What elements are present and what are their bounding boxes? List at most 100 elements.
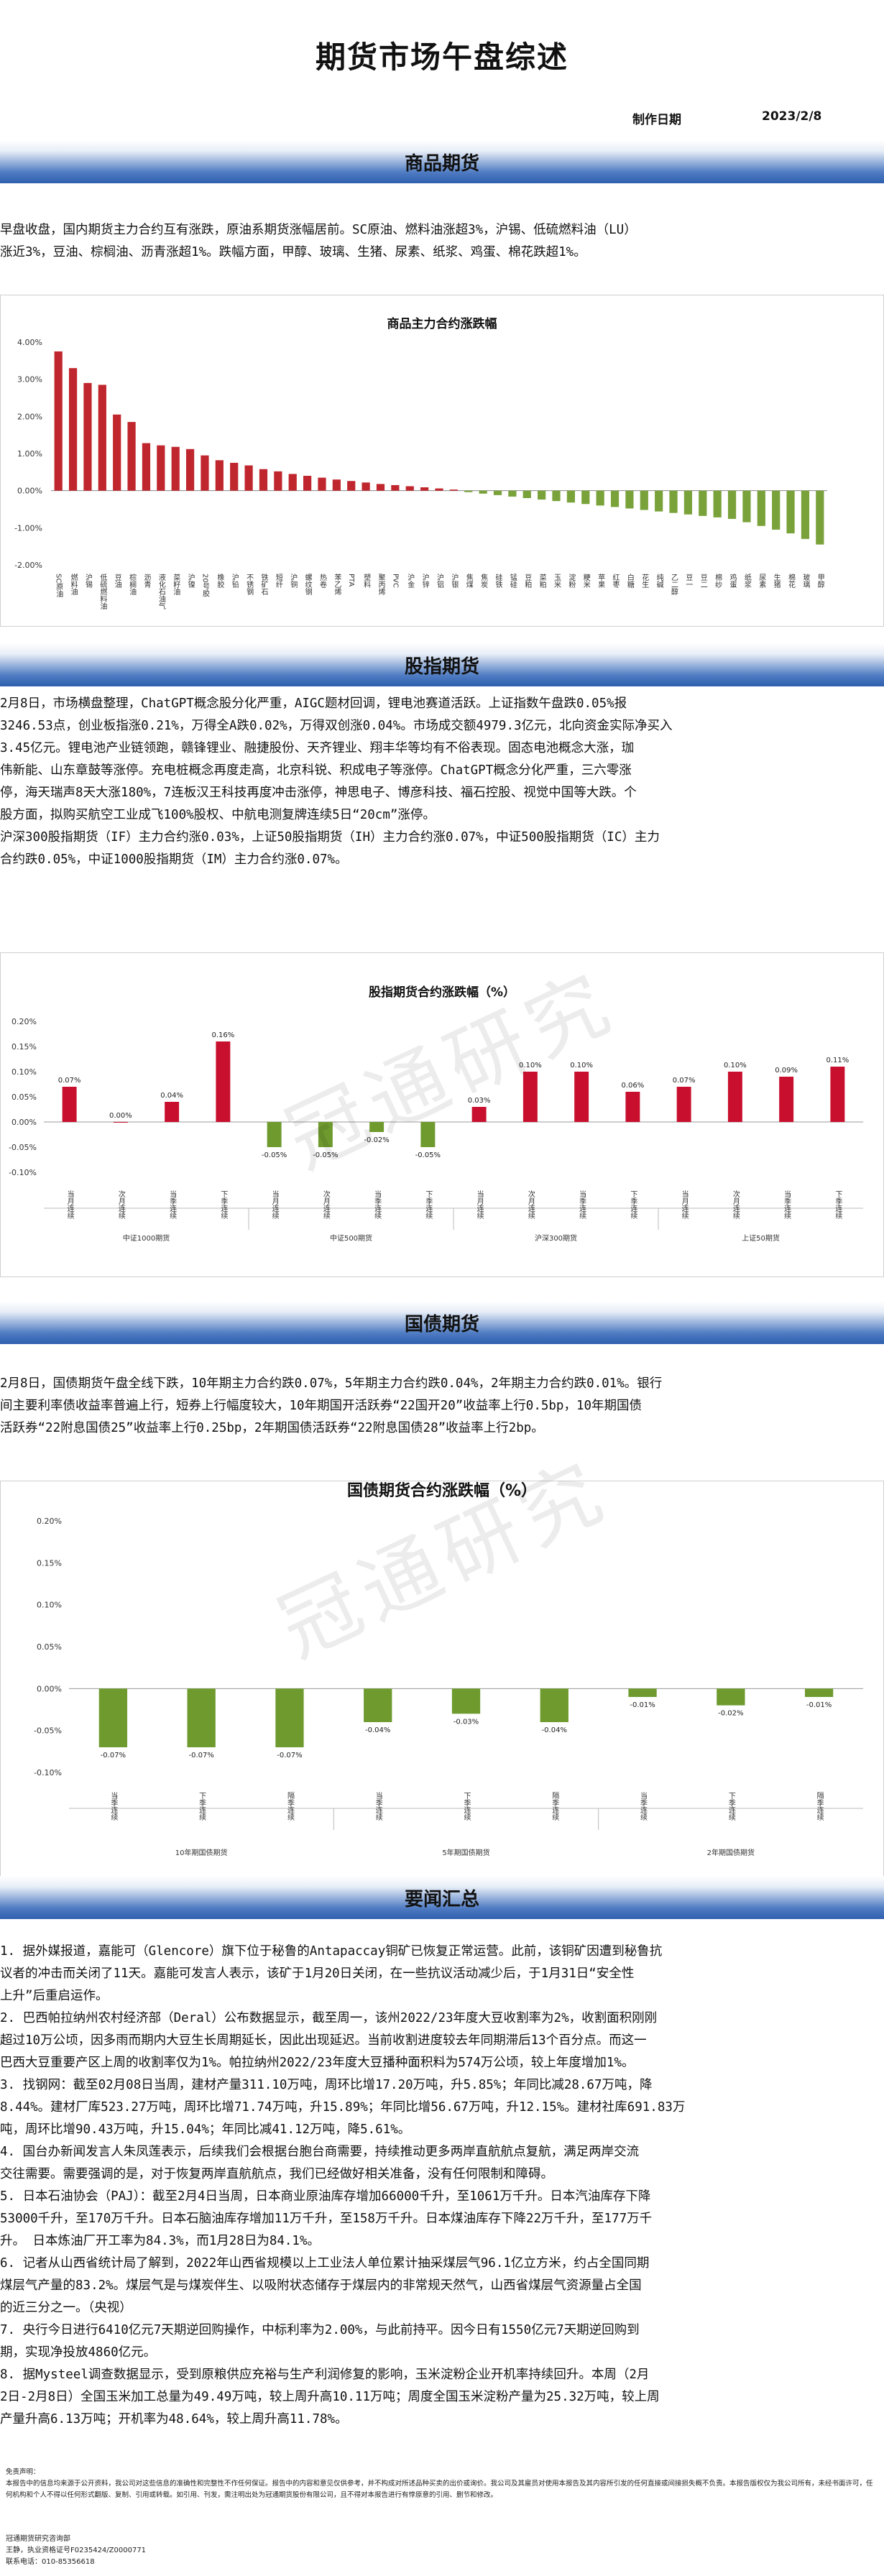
bar: [405, 486, 414, 491]
x-tick-label: 苯乙烯: [333, 573, 341, 596]
chart-title: 国债期货合约涨跌幅（%）: [347, 1481, 537, 1500]
data-label: -0.05%: [313, 1151, 338, 1159]
x-tick-label: 下季连续: [727, 1792, 735, 1821]
bar: [185, 448, 195, 491]
x-tick-label: 沪铝: [436, 573, 444, 589]
bond-chart-svg: 国债期货合约涨跌幅（%） 0.20% 0.15% 0.10% 0.05% 0.00% -0.…: [34, 1481, 863, 1857]
x-tick-label: SC原油: [55, 574, 63, 597]
y-tick-label: -2.00%: [14, 561, 42, 570]
x-tick-label: 次月连续: [731, 1190, 740, 1220]
x-tick-label: 玉米: [553, 574, 561, 589]
bar: [493, 490, 502, 495]
x-tick-label: 豆油: [113, 574, 121, 588]
bar: [215, 460, 224, 491]
y-tick-label: 0.10%: [11, 1067, 37, 1077]
bar: [676, 1087, 691, 1122]
bar: [713, 490, 722, 518]
data-label: -0.04%: [542, 1726, 567, 1734]
data-label: 0.03%: [468, 1097, 491, 1105]
x-tick-label: 锰硅: [508, 573, 517, 588]
bar: [274, 471, 282, 491]
x-tick-label: 尿素: [758, 574, 766, 588]
x-tick-label: 当季连续: [783, 1190, 791, 1220]
bar: [610, 490, 620, 507]
x-tick-label: 下季连续: [629, 1190, 637, 1220]
bar: [201, 455, 209, 491]
commodity-chart: 商品主力合约涨跌幅 4.00% 3.00% 2.00% 1.00% 0.00% -1.00%…: [0, 295, 884, 627]
y-tick-label: 0.10%: [37, 1601, 62, 1610]
section-band-index: [0, 643, 884, 686]
x-tick-label: 棉花: [787, 573, 796, 588]
bar: [420, 1122, 436, 1147]
bond-summary: 2月8日，国债期货午盘全线下跌，10年期主力合约跌0.07%，5年期主力合约跌0…: [0, 1376, 663, 1435]
x-tick-label: 次月连续: [321, 1190, 330, 1220]
data-label: 0.06%: [621, 1082, 644, 1090]
bar: [742, 490, 751, 523]
y-tick-label: 0.00%: [11, 1118, 37, 1127]
bar: [699, 490, 707, 516]
bar: [581, 490, 590, 505]
date-label: 制作日期: [632, 113, 681, 127]
x-tick-label: 沥青: [142, 574, 151, 589]
x-tick-label: 短纤: [274, 573, 282, 589]
data-label: 0.16%: [211, 1031, 234, 1039]
x-tick-label: 下季连续: [834, 1190, 842, 1220]
bar: [98, 385, 106, 491]
bar: [187, 1688, 216, 1747]
news-item: 1. 据外媒报道，嘉能可（Glencore）旗下位于秘鲁的Antapaccay铜…: [0, 1944, 663, 2003]
group-label: 10年期国债期货: [175, 1848, 228, 1857]
x-tick-label: 沪银: [450, 573, 459, 589]
x-tick-label: 沪镍: [186, 573, 195, 589]
x-tick-label: 白糖: [625, 573, 634, 589]
bar: [244, 465, 253, 491]
x-tick-label: 不锈钢: [245, 574, 254, 596]
y-tick-label: -1.00%: [14, 523, 42, 533]
bar: [522, 490, 531, 498]
bar: [508, 490, 517, 497]
bar: [596, 490, 604, 506]
bar: [127, 422, 136, 491]
x-tick-label: 当月连续: [270, 1190, 279, 1220]
bar: [717, 1688, 745, 1706]
bar: [449, 489, 458, 491]
data-label: 0.07%: [673, 1077, 696, 1085]
bar: [420, 487, 429, 491]
x-tick-label: 当月连续: [680, 1190, 689, 1220]
bar: [391, 484, 400, 491]
x-tick-label: 苹果: [597, 573, 605, 589]
bar: [683, 490, 693, 515]
x-tick-label: 豆粕: [523, 574, 532, 589]
x-tick-label: 当月连续: [65, 1190, 74, 1220]
x-tick-label: 当季连续: [639, 1791, 648, 1821]
x-tick-label: 20号胶: [201, 574, 209, 598]
x-tick-label: 液化石油气: [157, 573, 165, 610]
bar: [772, 490, 781, 530]
news-item: 6. 记者从山西省统计局了解到，2022年山西省规模以上工业法人单位累计抽采煤层…: [0, 2256, 650, 2315]
x-tick-label: 乙二醇: [670, 574, 678, 596]
bar: [625, 490, 634, 509]
index-chart: 股指期货合约涨跌幅（%） 0.20% 0.15% 0.10% 0.05% 0.00% -0.…: [0, 952, 884, 1277]
y-tick-label: -0.10%: [9, 1168, 37, 1177]
y-tick-label: 0.15%: [37, 1558, 62, 1568]
group-label: 中证1000期货: [123, 1233, 170, 1243]
y-tick-label: 1.00%: [17, 449, 42, 459]
x-tick-label: 热卷: [318, 573, 326, 588]
data-label: 0.10%: [519, 1062, 542, 1070]
data-label: -0.07%: [188, 1752, 213, 1760]
commodity-chart-svg: 商品主力合约涨跌幅 4.00% 3.00% 2.00% 1.00% 0.00% -1.00%…: [14, 316, 827, 610]
bar: [640, 490, 648, 510]
section-title-bond: 国债期货: [404, 1314, 479, 1335]
y-tick-label: 0.20%: [11, 1017, 37, 1026]
x-tick-label: 沪金: [406, 573, 415, 588]
bar: [303, 476, 312, 491]
commodity-summary: 早盘收盘，国内期货主力合约互有涨跌，原油系期货涨幅居前。SC原油、燃料油涨超3%…: [0, 223, 637, 259]
bar: [669, 490, 678, 513]
company-name: 冠通期货研究咨询部: [6, 2535, 70, 2543]
bar: [142, 443, 151, 491]
y-tick-label: 4.00%: [17, 338, 42, 347]
data-label: 0.09%: [775, 1067, 798, 1075]
author-info: 王静，执业资格证号F0235424/Z0000771: [6, 2547, 147, 2554]
x-tick-label: 螺纹钢: [303, 574, 312, 596]
news-item: 8. 据Mysteel调查数据显示，受到原粮供应充裕与生产利润修复的影响，玉米淀…: [0, 2368, 660, 2426]
data-label: -0.07%: [101, 1752, 126, 1760]
